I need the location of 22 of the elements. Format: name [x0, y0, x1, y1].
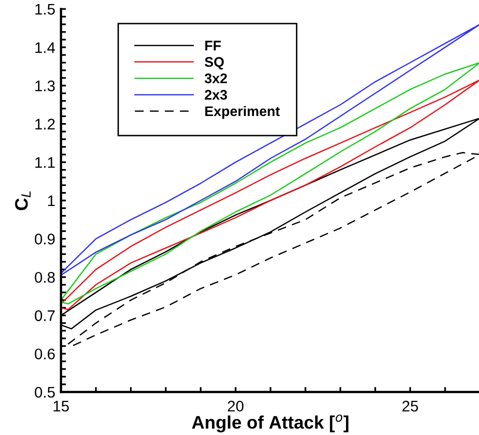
y-tick-label: 0.9 [34, 234, 55, 244]
y-tick-label: 1.5 [35, 4, 55, 15]
x-axis-title: Angle of Attack [$^{o}$] [192, 414, 348, 432]
y-tick-label: 0.7 [34, 310, 55, 322]
y-tick-label: 0.6 [34, 348, 55, 360]
y-tick-label: 1.1 [35, 157, 55, 168]
y-tick-label: 1.4 [35, 42, 55, 53]
legend-label: 3x2 [204, 73, 227, 84]
legend-label: Experiment [205, 106, 280, 119]
x-tick-label: 15 [54, 400, 69, 412]
y-tick-label: 1.3 [35, 80, 55, 92]
y-tick-label: 0.8 [34, 272, 55, 283]
y-tick-label: 1 [48, 196, 55, 206]
y-axis-title: C$_{L}$ [15, 191, 31, 210]
x-tick-label: 20 [228, 400, 244, 412]
x-tick-label: 25 [402, 400, 418, 412]
legend-label: FF [205, 40, 221, 50]
y-tick-label: 1.2 [35, 118, 55, 130]
legend-label: 2x3 [204, 90, 228, 100]
legend-label: SQ [204, 57, 224, 70]
line-series [61, 24, 479, 276]
y-tick-label: 0.5 [34, 386, 55, 398]
